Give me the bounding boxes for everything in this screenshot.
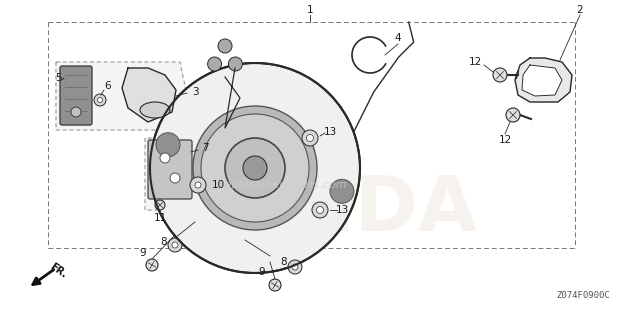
Text: 7: 7 [202, 143, 208, 153]
Text: 3: 3 [192, 87, 198, 97]
Ellipse shape [140, 102, 170, 118]
Text: 9: 9 [259, 267, 265, 277]
FancyBboxPatch shape [148, 140, 192, 199]
Circle shape [94, 94, 106, 106]
Circle shape [168, 238, 182, 252]
Text: 13: 13 [335, 205, 348, 215]
Circle shape [155, 200, 165, 210]
Text: 1: 1 [307, 5, 313, 15]
Circle shape [269, 279, 281, 291]
Text: 6: 6 [105, 81, 112, 91]
Text: 12: 12 [498, 135, 511, 145]
Circle shape [172, 242, 178, 248]
Text: 13: 13 [324, 127, 337, 137]
Text: 9: 9 [140, 248, 146, 258]
Circle shape [97, 98, 102, 103]
Text: 12: 12 [468, 57, 482, 67]
Text: Z074F0900C: Z074F0900C [556, 291, 610, 300]
Polygon shape [522, 65, 562, 96]
Circle shape [225, 138, 285, 198]
Circle shape [316, 206, 324, 214]
Circle shape [302, 130, 318, 146]
Circle shape [288, 260, 302, 274]
Text: 8: 8 [281, 257, 287, 267]
Circle shape [218, 39, 232, 53]
Text: ereplacementparts.com: ereplacementparts.com [213, 180, 347, 190]
Circle shape [493, 68, 507, 82]
Text: FR.: FR. [48, 261, 68, 280]
Polygon shape [122, 68, 176, 122]
Circle shape [506, 108, 520, 122]
Text: HONDA: HONDA [162, 173, 477, 247]
Polygon shape [515, 58, 572, 102]
Circle shape [292, 264, 298, 270]
Circle shape [160, 153, 170, 163]
Text: 10: 10 [211, 180, 224, 190]
FancyBboxPatch shape [60, 66, 92, 125]
Circle shape [195, 182, 201, 188]
Circle shape [190, 177, 206, 193]
Circle shape [170, 173, 180, 183]
Circle shape [193, 106, 317, 230]
Polygon shape [56, 62, 190, 130]
Circle shape [243, 156, 267, 180]
Circle shape [156, 133, 180, 157]
Circle shape [306, 134, 314, 142]
Circle shape [150, 63, 360, 273]
Text: 2: 2 [577, 5, 583, 15]
Circle shape [330, 179, 354, 203]
Polygon shape [145, 138, 235, 210]
Text: 8: 8 [161, 237, 167, 247]
Circle shape [146, 259, 158, 271]
Circle shape [312, 202, 328, 218]
Circle shape [201, 114, 309, 222]
Circle shape [208, 57, 221, 71]
Text: 4: 4 [395, 33, 401, 43]
Text: 5: 5 [55, 73, 61, 83]
Circle shape [228, 57, 242, 71]
Text: 11: 11 [153, 213, 167, 223]
Circle shape [71, 107, 81, 117]
